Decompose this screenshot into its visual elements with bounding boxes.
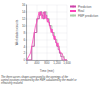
svg-text:6: 6 xyxy=(24,37,26,41)
svg-text:400: 400 xyxy=(34,61,39,65)
svg-text:Real: Real xyxy=(78,9,85,13)
svg-text:2: 2 xyxy=(24,51,26,55)
svg-text:FMP prediction: FMP prediction xyxy=(78,14,98,18)
svg-text:1,200: 1,200 xyxy=(53,61,61,65)
svg-text:The three curves shown corresp: The three curves shown correspond to the… xyxy=(1,75,68,79)
svg-text:1,600: 1,600 xyxy=(63,61,71,65)
svg-text:16: 16 xyxy=(22,3,26,7)
svg-text:Time (min): Time (min) xyxy=(40,69,54,73)
svg-text:8: 8 xyxy=(24,31,26,35)
svg-text:Prediction: Prediction xyxy=(78,5,92,9)
svg-text:10: 10 xyxy=(22,24,26,28)
svg-text:14: 14 xyxy=(22,10,26,14)
svg-text:control positions predicted by: control positions predicted by the FMP, … xyxy=(1,78,77,82)
svg-text:Workstation counts: Workstation counts xyxy=(15,19,19,45)
svg-text:12: 12 xyxy=(22,17,26,21)
svg-text:0: 0 xyxy=(23,58,26,62)
svg-text:effectively realized.: effectively realized. xyxy=(1,81,23,85)
svg-text:800: 800 xyxy=(44,61,49,65)
svg-text:4: 4 xyxy=(24,44,26,48)
svg-text:0: 0 xyxy=(26,61,28,65)
